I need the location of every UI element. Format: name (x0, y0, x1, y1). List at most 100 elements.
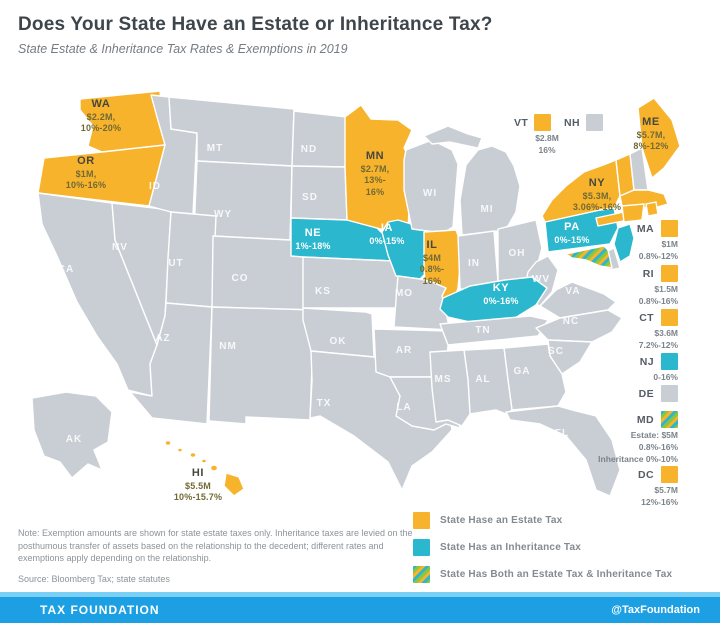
legend-swatch-both (413, 566, 430, 583)
vt-rate: 16% (538, 145, 556, 155)
state-label-mi: MI (480, 204, 493, 215)
state-nd (291, 110, 348, 168)
side-state-label: RI (642, 267, 654, 280)
state-label-ms: MS (435, 374, 452, 385)
side-state-label: CT (639, 311, 654, 324)
state-az (129, 302, 213, 425)
state-ri (645, 201, 659, 217)
side-state-label: MD (636, 413, 654, 426)
side-state-label: DC (638, 468, 654, 481)
state-label-co: CO (232, 273, 249, 284)
legend-swatch-inheritance (413, 539, 430, 556)
vt-swatch (534, 114, 552, 131)
nh-label: NH (564, 116, 580, 129)
state-label-sc: SC (548, 346, 564, 357)
state-label-ak: AK (66, 434, 82, 445)
header: Does Your State Have an Estate or Inheri… (18, 14, 493, 56)
state-label-ut: UT (168, 258, 183, 269)
state-hi (164, 439, 245, 497)
side-entry-de: DE (558, 385, 678, 402)
state-label-wi: WI (423, 188, 437, 199)
side-value: $3.6M (654, 327, 678, 338)
state-label-in: IN (468, 258, 480, 269)
side-value: 7.2%-12% (638, 339, 678, 350)
state-label-va: VA (565, 286, 580, 297)
state-ky (439, 276, 548, 323)
side-value: Estate: $5M (630, 429, 678, 440)
vt-exemption: $2.8M (535, 133, 559, 143)
state-label-tn: TN (475, 325, 490, 336)
state-tn (439, 315, 549, 346)
side-state-label: DE (638, 387, 654, 400)
state-mo (393, 275, 451, 331)
vt-label: VT (514, 116, 529, 129)
nh-swatch (585, 114, 603, 131)
east-coast-side-column: MA $1M 0.8%-12% RI $1.5M 0.8%-16% CT $3.6M 7.2%-… (558, 0, 678, 560)
legend-item-inheritance: State Has an Inheritance Tax (413, 539, 672, 556)
page-title: Does Your State Have an Estate or Inheri… (18, 14, 493, 35)
state-label-ar: AR (396, 345, 412, 356)
legend-swatch-estate (413, 512, 430, 529)
state-label-id: ID (149, 181, 161, 192)
state-md (565, 245, 613, 269)
state-label-wy: WY (214, 209, 232, 220)
state-ak (31, 391, 113, 479)
state-label-nv: NV (112, 242, 128, 253)
state-wi (403, 139, 459, 234)
state-ok (302, 307, 375, 358)
inheritance-swatch (661, 353, 678, 370)
side-value: 0-16% (653, 371, 678, 382)
state-label-wv: WV (532, 274, 550, 285)
vt-legend-entry: VT $2.8M 16% (514, 114, 570, 156)
legend-label: State Hase an Estate Tax (440, 515, 563, 526)
side-value: 0.8%-12% (638, 250, 678, 261)
side-value: 0.8%-16% (638, 295, 678, 306)
side-value: 0.8%-16% (638, 441, 678, 452)
state-mi-upper (423, 125, 483, 149)
state-nm (208, 306, 315, 425)
estate-swatch (661, 265, 678, 282)
estate-swatch (661, 220, 678, 237)
state-nj (613, 223, 635, 263)
none-swatch (661, 385, 678, 402)
state-label-mt: MT (207, 143, 223, 154)
state-label-mo: MO (395, 288, 413, 299)
legend-item-both: State Has Both an Estate Tax & Inheritan… (413, 566, 672, 583)
state-label-ks: KS (315, 286, 331, 297)
footer-bar: TAX FOUNDATION @TaxFoundation (0, 597, 720, 623)
side-entry-nj: NJ 0-16% (558, 353, 678, 382)
legend-label: State Has an Inheritance Tax (440, 542, 582, 553)
state-label-nc: NC (563, 316, 579, 327)
state-label-tx: TX (317, 398, 332, 409)
brand-name: TAX FOUNDATION (40, 603, 160, 617)
estate-swatch (661, 466, 678, 483)
side-value: $1.5M (654, 283, 678, 294)
footer-accent-strip (0, 592, 720, 597)
state-ks (302, 256, 401, 309)
side-state-label: NJ (639, 355, 654, 368)
source-text: Source: Bloomberg Tax; state statutes (18, 574, 170, 584)
side-entry-ri: RI $1.5M 0.8%-16% (558, 265, 678, 306)
state-me (637, 97, 681, 179)
side-entry-md: MD Estate: $5M 0.8%-16% Inheritance 0%-10% (558, 411, 678, 464)
state-label-ok: OK (330, 336, 347, 347)
state-label-fl: FL (555, 428, 569, 439)
legend-label: State Has Both an Estate Tax & Inheritan… (440, 569, 673, 580)
side-entry-ct: CT $3.6M 7.2%-12% (558, 309, 678, 350)
twitter-handle[interactable]: @TaxFoundation (611, 604, 700, 616)
legend: State Hase an Estate Tax State Has an Inh… (413, 512, 672, 593)
side-entry-dc: DC $5.7M 12%-16% (558, 466, 678, 507)
state-label-nm: NM (219, 341, 237, 352)
legend-item-estate: State Hase an Estate Tax (413, 512, 672, 529)
state-label-al: AL (475, 374, 490, 385)
state-mi (459, 145, 521, 236)
state-label-ga: GA (514, 366, 531, 377)
side-state-label: MA (636, 222, 654, 235)
state-label-sd: SD (302, 192, 318, 203)
note-text: Note: Exemption amounts are shown for st… (18, 528, 413, 563)
state-fl (505, 405, 621, 497)
state-label-nd: ND (301, 144, 317, 155)
state-ct (621, 203, 645, 223)
